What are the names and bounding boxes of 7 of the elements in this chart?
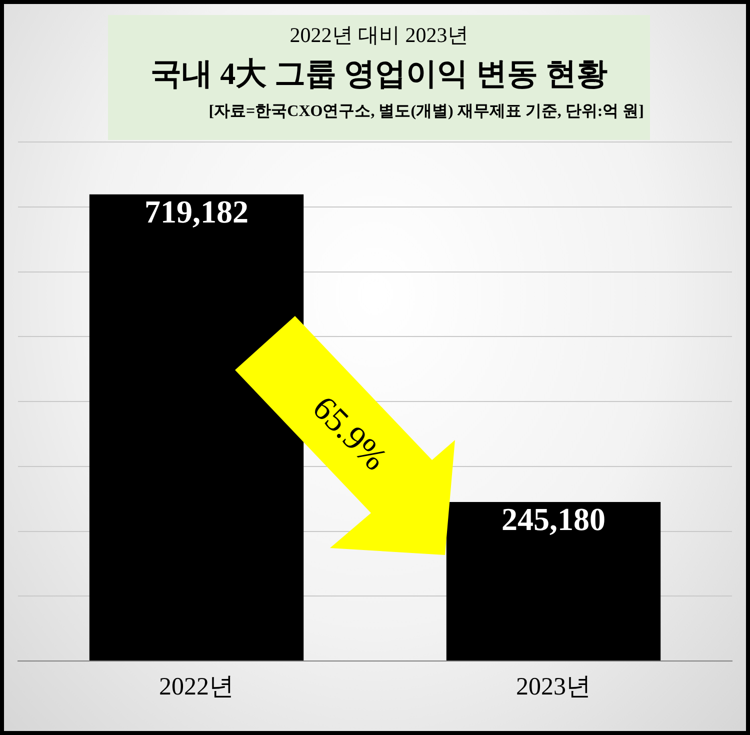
data-label: 719,182 bbox=[144, 194, 248, 230]
chart-subtitle: 2022년 대비 2023년 bbox=[288, 22, 470, 49]
chart-title: 국내 4大 그룹 영업이익 변동 현황 bbox=[149, 55, 609, 93]
x-tick-label: 2023년 bbox=[516, 674, 591, 701]
data-label: 245,180 bbox=[502, 501, 606, 538]
text: [자료=한국CXO연구소, 별도(개별) 재무제표 기준, 단위:억 원] bbox=[208, 102, 645, 122]
x-tick-label: 2022년 bbox=[159, 674, 234, 701]
